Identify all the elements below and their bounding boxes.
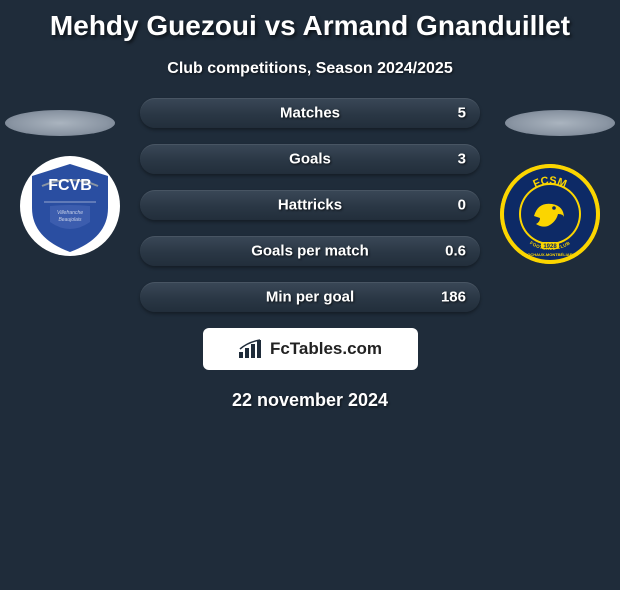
badge-right-text-bot: SOCHAUX-MONTBÉLIARD xyxy=(525,252,576,257)
stat-row-goals: Goals 3 xyxy=(140,144,480,174)
stat-label: Goals xyxy=(289,151,331,168)
stat-row-goals-per-match: Goals per match 0.6 xyxy=(140,236,480,266)
stat-label: Matches xyxy=(280,105,340,122)
stat-row-min-per-goal: Min per goal 186 xyxy=(140,282,480,312)
stat-label: Hattricks xyxy=(278,197,342,214)
stat-right-value: 0.6 xyxy=(445,243,466,260)
generated-date: 22 november 2024 xyxy=(0,390,620,411)
stat-right-value: 186 xyxy=(441,289,466,306)
stat-right-value: 3 xyxy=(458,151,466,168)
stat-right-value: 5 xyxy=(458,105,466,122)
comparison-panel: FCVB Villefranche Beaujolais FCSM FOOTBA… xyxy=(0,98,620,411)
club-badge-right: FCSM FOOTBALL CLUB SOCHAUX-MONTBÉLIARD 1… xyxy=(500,164,600,264)
stat-right-value: 0 xyxy=(458,197,466,214)
player-left-base xyxy=(5,110,115,136)
svg-text:Villefranche: Villefranche xyxy=(57,210,83,216)
fctables-logo: FcTables.com xyxy=(203,328,418,370)
club-badge-left: FCVB Villefranche Beaujolais xyxy=(20,156,120,256)
logo-text: FcTables.com xyxy=(270,339,382,359)
stat-row-matches: Matches 5 xyxy=(140,98,480,128)
player-right-base xyxy=(505,110,615,136)
page-title: Mehdy Guezoui vs Armand Gnanduillet xyxy=(0,10,620,42)
fcvb-shield-icon: FCVB Villefranche Beaujolais xyxy=(20,156,120,256)
fcsm-badge-icon: FCSM FOOTBALL CLUB SOCHAUX-MONTBÉLIARD 1… xyxy=(500,164,600,264)
stat-label: Min per goal xyxy=(266,289,354,306)
stat-label: Goals per match xyxy=(251,243,369,260)
page-subtitle: Club competitions, Season 2024/2025 xyxy=(0,60,620,78)
badge-left-text: FCVB xyxy=(48,177,92,194)
badge-right-year: 1928 xyxy=(543,244,557,250)
stats-rows: Matches 5 Goals 3 Hattricks 0 Goals per … xyxy=(140,98,480,312)
bar-chart-icon xyxy=(238,338,264,360)
stat-row-hattricks: Hattricks 0 xyxy=(140,190,480,220)
svg-text:Beaujolais: Beaujolais xyxy=(58,217,82,223)
